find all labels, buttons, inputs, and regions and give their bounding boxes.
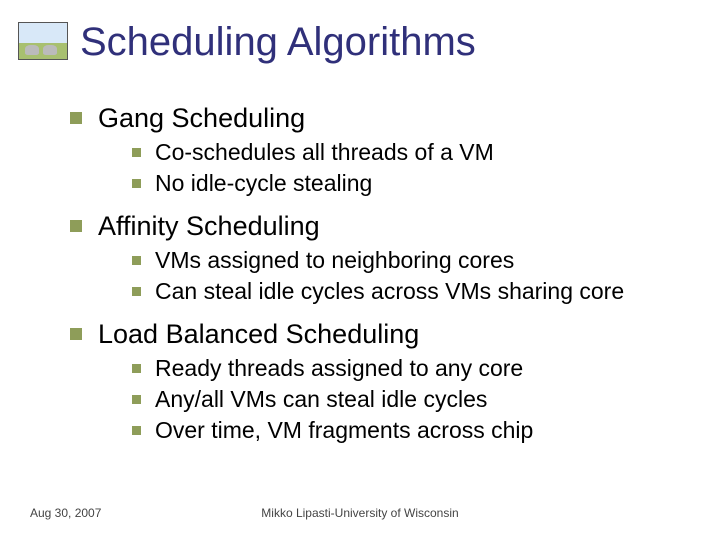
bullet-icon <box>70 220 82 232</box>
bullet-icon <box>70 112 82 124</box>
section-heading: Load Balanced Scheduling <box>70 318 690 350</box>
list-item: Co-schedules all threads of a VM <box>132 138 690 167</box>
item-text: No idle-cycle stealing <box>155 169 372 198</box>
section-heading: Affinity Scheduling <box>70 210 690 242</box>
list-item: Can steal idle cycles across VMs sharing… <box>132 277 690 306</box>
list-item: Over time, VM fragments across chip <box>132 416 690 445</box>
list-item: Ready threads assigned to any core <box>132 354 690 383</box>
section-heading: Gang Scheduling <box>70 102 690 134</box>
footer-author: Mikko Lipasti-University of Wisconsin <box>0 506 720 520</box>
item-text: Any/all VMs can steal idle cycles <box>155 385 487 414</box>
item-text: Co-schedules all threads of a VM <box>155 138 494 167</box>
bullet-icon <box>70 328 82 340</box>
slide-title: Scheduling Algorithms <box>80 20 476 65</box>
logo-image <box>18 22 68 60</box>
bullet-icon <box>132 179 141 188</box>
list-item: VMs assigned to neighboring cores <box>132 246 690 275</box>
bullet-icon <box>132 426 141 435</box>
section-items: VMs assigned to neighboring cores Can st… <box>132 246 690 306</box>
heading-text: Gang Scheduling <box>98 102 305 134</box>
bullet-icon <box>132 395 141 404</box>
heading-text: Load Balanced Scheduling <box>98 318 419 350</box>
item-text: Over time, VM fragments across chip <box>155 416 533 445</box>
slide: Scheduling Algorithms Gang Scheduling Co… <box>0 0 720 540</box>
bullet-icon <box>132 287 141 296</box>
section-items: Ready threads assigned to any core Any/a… <box>132 354 690 444</box>
list-item: No idle-cycle stealing <box>132 169 690 198</box>
section-items: Co-schedules all threads of a VM No idle… <box>132 138 690 198</box>
bullet-icon <box>132 148 141 157</box>
heading-text: Affinity Scheduling <box>98 210 320 242</box>
list-item: Any/all VMs can steal idle cycles <box>132 385 690 414</box>
item-text: Can steal idle cycles across VMs sharing… <box>155 277 624 306</box>
slide-content: Gang Scheduling Co-schedules all threads… <box>70 90 690 448</box>
bullet-icon <box>132 256 141 265</box>
item-text: Ready threads assigned to any core <box>155 354 523 383</box>
item-text: VMs assigned to neighboring cores <box>155 246 514 275</box>
bullet-icon <box>132 364 141 373</box>
